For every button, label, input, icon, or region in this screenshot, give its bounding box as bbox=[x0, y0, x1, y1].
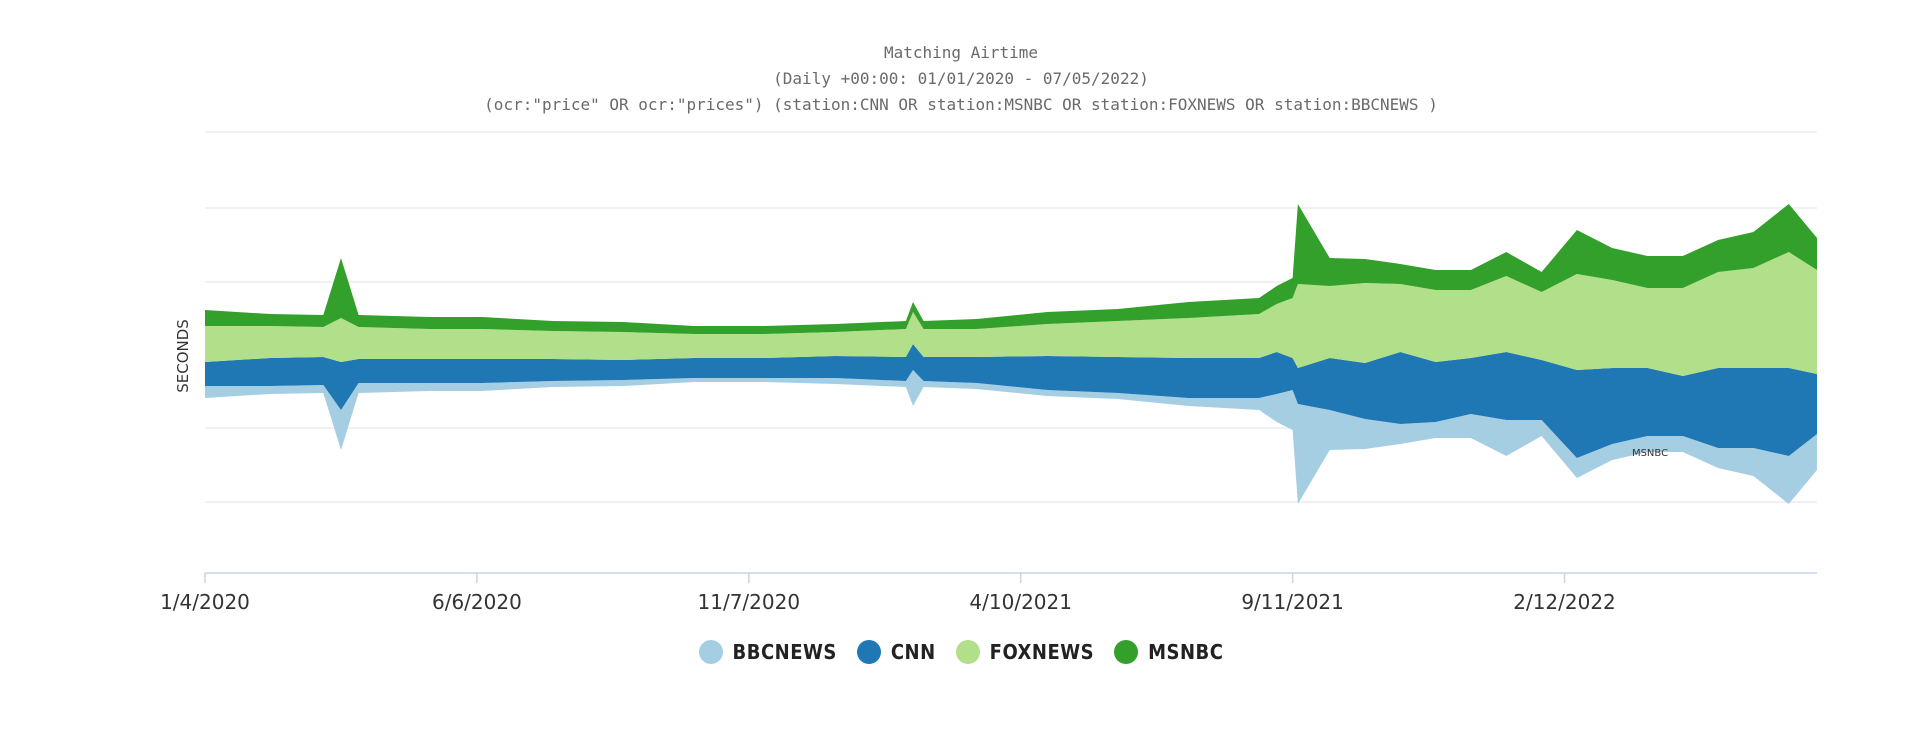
chart-title-block: Matching Airtime (Daily +00:00: 01/01/20… bbox=[0, 40, 1922, 118]
legend: BBCNEWS CNN FOXNEWS MSNBC bbox=[0, 640, 1922, 668]
chart-subtitle-2: (ocr:"price" OR ocr:"prices") (station:C… bbox=[484, 95, 1438, 114]
series-annotation: MSNBC bbox=[1632, 448, 1668, 459]
x-tick-label-3: 4/10/2021 bbox=[969, 590, 1072, 614]
chart-subtitle-1: (Daily +00:00: 01/01/2020 - 07/05/2022) bbox=[773, 69, 1149, 88]
legend-item-bbcnews[interactable]: BBCNEWS bbox=[698, 640, 837, 664]
legend-item-msnbc[interactable]: MSNBC bbox=[1114, 640, 1223, 664]
legend-label: CNN bbox=[890, 640, 936, 664]
legend-swatch-icon bbox=[856, 640, 881, 664]
series-area-bbcnews bbox=[205, 370, 1817, 504]
legend-label: BBCNEWS bbox=[732, 640, 837, 664]
chart-title: Matching Airtime bbox=[883, 43, 1039, 62]
x-tick-label-1: 6/6/2020 bbox=[432, 590, 522, 614]
y-axis-label: SECONDS bbox=[174, 319, 192, 393]
x-tick-label-2: 11/7/2020 bbox=[698, 590, 801, 614]
legend-swatch-icon bbox=[698, 640, 723, 664]
stacked-areas bbox=[205, 204, 1817, 504]
x-tick-label-4: 9/11/2021 bbox=[1241, 590, 1344, 614]
legend-label: FOXNEWS bbox=[989, 640, 1095, 664]
series-area-cnn bbox=[205, 344, 1817, 458]
series-area-foxnews bbox=[205, 252, 1817, 376]
legend-swatch-icon bbox=[1114, 640, 1139, 664]
x-axis: 1/4/2020 6/6/2020 11/7/2020 4/10/2021 9/11/2… bbox=[160, 572, 1817, 614]
series-area-msnbc bbox=[205, 204, 1817, 334]
legend-swatch-icon bbox=[955, 640, 980, 664]
legend-label: MSNBC bbox=[1148, 640, 1224, 664]
legend-item-foxnews[interactable]: FOXNEWS bbox=[955, 640, 1095, 664]
x-tick-label-0: 1/4/2020 bbox=[160, 590, 250, 614]
legend-item-cnn[interactable]: CNN bbox=[856, 640, 936, 664]
x-tick-label-5: 2/12/2022 bbox=[1513, 590, 1616, 614]
